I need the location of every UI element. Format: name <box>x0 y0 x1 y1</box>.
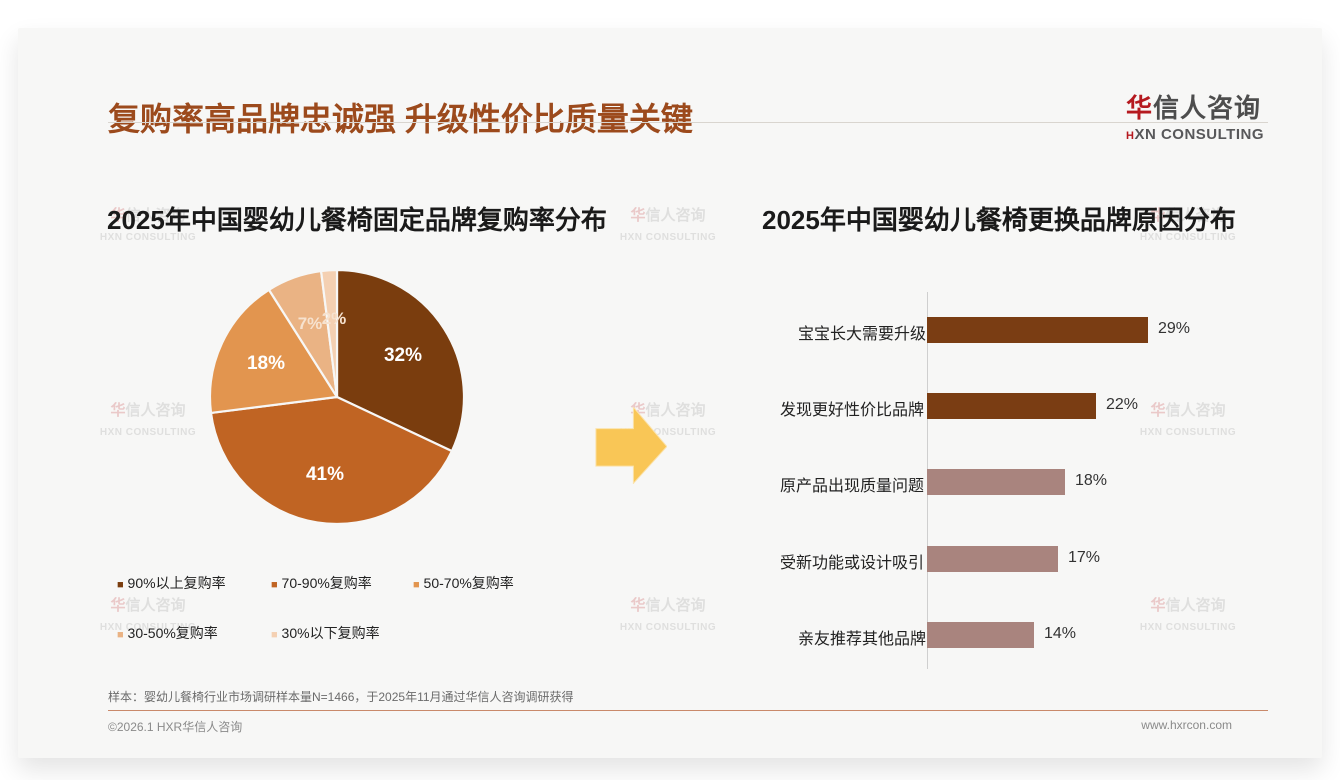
svg-text:32%: 32% <box>384 345 422 366</box>
svg-text:18%: 18% <box>247 353 285 374</box>
svg-text:7%: 7% <box>298 314 323 333</box>
svg-text:2%: 2% <box>322 309 347 328</box>
svg-text:41%: 41% <box>306 464 344 485</box>
